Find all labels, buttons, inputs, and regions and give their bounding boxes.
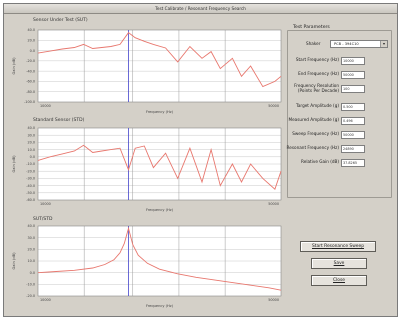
series-line xyxy=(37,226,282,291)
y-tick-label: -20.0 xyxy=(26,294,35,298)
y-tick-label: -60.0 xyxy=(26,198,35,202)
y-tick-label: 0.0 xyxy=(30,155,35,159)
x-axis-label: Frequency (Hz) xyxy=(146,304,174,308)
field-label-4: Measured Amplitude (g) xyxy=(288,117,339,122)
y-axis-label: Gain (dB) xyxy=(12,252,16,270)
sut-plot-area xyxy=(38,30,281,102)
y-axis-label: Gain (dB) xyxy=(12,57,16,75)
y-tick-label: -20.0 xyxy=(26,169,35,173)
plot-frame xyxy=(37,127,282,201)
y-tick-label: -80.0 xyxy=(26,90,35,94)
y-tick-label: -30.0 xyxy=(26,177,35,181)
y-tick-label: 30.0 xyxy=(27,133,35,137)
field-input-5[interactable]: 50000 xyxy=(341,131,365,139)
test-parameters-label: Test Parameters xyxy=(291,25,332,30)
x-tick-label: 10000 xyxy=(40,202,51,206)
y-tick-label: 40.0 xyxy=(27,28,35,32)
close-button[interactable]: Close xyxy=(311,275,367,286)
y-tick-label: 40.0 xyxy=(27,126,35,130)
y-tick-label: 10.0 xyxy=(27,259,35,263)
field-label-5: Sweep Frequency (Hz) xyxy=(292,131,339,136)
y-tick-label: 0.0 xyxy=(30,271,35,275)
x-tick-label: 50000 xyxy=(268,202,279,206)
test-parameters-group xyxy=(287,30,392,198)
y-tick-label: -40.0 xyxy=(26,69,35,73)
field-input-0[interactable]: 10000 xyxy=(341,57,365,65)
field-label-1: End Frequency (Hz) xyxy=(298,71,339,76)
field-input-4[interactable]: 0.496 xyxy=(341,117,365,125)
field-label-6: Resonant Frequency (Hz) xyxy=(286,145,339,150)
y-tick-label: 20.0 xyxy=(27,141,35,145)
field-input-7[interactable]: 37.8265 xyxy=(341,159,365,167)
y-tick-label: -60.0 xyxy=(26,80,35,84)
shaker-select-value: PCB - 394C10 xyxy=(334,42,359,46)
x-tick-label: 10000 xyxy=(40,298,51,302)
field-input-2[interactable]: 100 xyxy=(341,85,365,93)
y-tick-label: -10.0 xyxy=(26,162,35,166)
y-tick-label: -40.0 xyxy=(26,184,35,188)
plot-frame xyxy=(37,29,282,103)
y-tick-label: 20.0 xyxy=(27,38,35,42)
x-axis-label: Frequency (Hz) xyxy=(146,208,174,212)
shaker-label: Shaker xyxy=(306,41,321,46)
y-tick-label: 10.0 xyxy=(27,148,35,152)
field-label-3: Target Amplitude (g) xyxy=(295,103,339,108)
plot-frame xyxy=(37,225,282,297)
plot-title-ratio: SUT/STD xyxy=(33,217,53,222)
y-tick-label: -100.0 xyxy=(24,100,35,104)
save-button[interactable]: Save xyxy=(311,258,367,269)
x-tick-label: 10000 xyxy=(40,104,51,108)
field-label-2: Frequency Resolution (Points Per Decade) xyxy=(294,83,339,93)
field-input-6[interactable]: 24890 xyxy=(341,145,365,153)
series-line xyxy=(37,144,282,190)
title-bar: Test Calibrate / Resonant Frequency Sear… xyxy=(4,4,397,14)
y-tick-label: 40.0 xyxy=(27,224,35,228)
field-input-3[interactable]: 0.500 xyxy=(341,103,365,111)
field-input-1[interactable]: 50000 xyxy=(341,71,365,79)
window-title: Test Calibrate / Resonant Frequency Sear… xyxy=(155,6,246,11)
plot-title-std: Standard Sensor (STD) xyxy=(33,118,85,123)
y-tick-label: 30.0 xyxy=(27,236,35,240)
x-tick-label: 50000 xyxy=(268,104,279,108)
x-axis-label: Frequency (Hz) xyxy=(146,110,174,114)
field-label-7: Relative Gain (dB) xyxy=(301,159,339,164)
chevron-down-icon[interactable]: ▾ xyxy=(380,41,387,47)
y-tick-label: -10.0 xyxy=(26,283,35,287)
field-label-0: Start Frequency (Hz) xyxy=(295,57,339,62)
y-tick-label: 20.0 xyxy=(27,248,35,252)
y-tick-label: 0.0 xyxy=(30,49,35,53)
y-tick-label: -50.0 xyxy=(26,191,35,195)
x-tick-label: 50000 xyxy=(268,298,279,302)
y-tick-label: -20.0 xyxy=(26,59,35,63)
series-line xyxy=(37,31,282,88)
y-axis-label: Gain (dB) xyxy=(12,155,16,173)
shaker-select[interactable]: PCB - 394C10 ▾ xyxy=(330,40,388,48)
start-resonance-sweep-button[interactable]: Start Resonance Sweep xyxy=(300,241,376,252)
plot-title-sut: Sensor Under Test (SUT) xyxy=(33,18,88,23)
